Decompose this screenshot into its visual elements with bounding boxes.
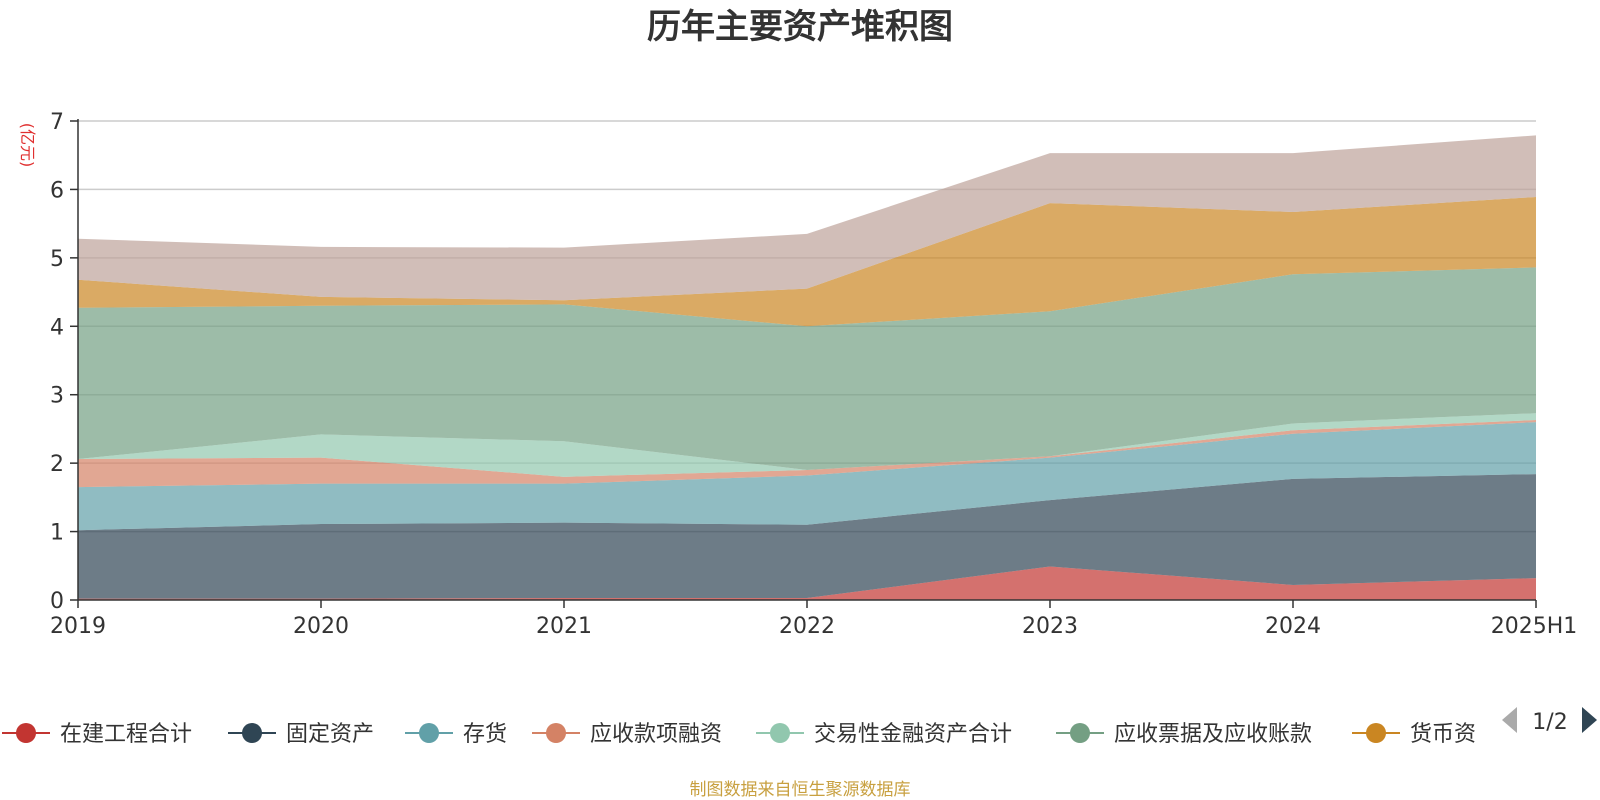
- y-tick-labels: 0 1 2 3 4 5 6 7: [50, 110, 64, 614]
- y-tick-label: 4: [50, 315, 64, 340]
- legend-item[interactable]: 存货: [405, 722, 507, 747]
- x-tick-label: 2021: [536, 614, 592, 639]
- y-tick-label: 2: [50, 452, 64, 477]
- axes: [70, 119, 1537, 608]
- legend-marker-icon: [419, 723, 439, 743]
- x-tick-label: 2020: [293, 614, 349, 639]
- x-tick-label: 2022: [779, 614, 835, 639]
- x-tick-label: 2025H1: [1491, 614, 1578, 639]
- legend-label: 交易性金融资产合计: [814, 722, 1012, 747]
- legend-marker-icon: [546, 723, 566, 743]
- y-tick-label: 7: [50, 110, 64, 135]
- legend-page-indicator: 1/2: [1532, 710, 1567, 735]
- y-tick-label: 0: [50, 589, 64, 614]
- area-series-3: [78, 420, 1536, 488]
- data-source-note: 制图数据来自恒生聚源数据库: [690, 780, 911, 800]
- legend-item[interactable]: 应收款项融资: [532, 722, 722, 747]
- legend-marker-icon: [242, 723, 262, 743]
- area-series-0: [78, 566, 1536, 600]
- y-tick-label: 5: [50, 247, 64, 272]
- y-axis-unit: (亿元): [18, 123, 37, 168]
- area-series-4: [78, 413, 1536, 477]
- x-tick-label: 2024: [1265, 614, 1321, 639]
- x-tick-labels: 2019 2020 2021 2022 2023 2024 2025H1: [50, 614, 1577, 639]
- legend-item[interactable]: 货币资: [1352, 722, 1476, 747]
- legend-label: 在建工程合计: [60, 722, 192, 747]
- legend-label: 应收款项融资: [590, 722, 722, 747]
- y-tick-label: 6: [50, 178, 64, 203]
- legend-item[interactable]: 应收票据及应收账款: [1056, 722, 1312, 747]
- x-tick-label: 2019: [50, 614, 106, 639]
- area-series-5: [78, 267, 1536, 470]
- y-tick-label: 1: [50, 521, 64, 546]
- legend-pager: 1/2: [1502, 707, 1597, 735]
- stacked-areas: [78, 135, 1536, 600]
- legend-next-page-icon[interactable]: [1582, 707, 1597, 733]
- area-series-2: [78, 422, 1536, 531]
- legend-label: 存货: [463, 722, 507, 747]
- legend-item[interactable]: 在建工程合计: [2, 722, 192, 747]
- legend-item[interactable]: 交易性金融资产合计: [756, 722, 1012, 747]
- chart-title: 历年主要资产堆积图: [647, 7, 953, 47]
- legend-label: 应收票据及应收账款: [1114, 722, 1312, 747]
- legend-marker-icon: [16, 723, 36, 743]
- legend-label: 固定资产: [286, 722, 374, 747]
- legend-item[interactable]: 固定资产: [228, 722, 374, 747]
- legend: 在建工程合计 固定资产 存货 应收款项融资 交易性金融资产合计 应收票据及应收账款 货币资: [2, 722, 1476, 747]
- y-tick-label: 3: [50, 384, 64, 409]
- area-series-1: [78, 474, 1536, 599]
- legend-marker-icon: [1070, 723, 1090, 743]
- legend-marker-icon: [1366, 723, 1386, 743]
- legend-label: 货币资: [1410, 722, 1476, 747]
- legend-marker-icon: [770, 723, 790, 743]
- legend-prev-page-icon[interactable]: [1502, 707, 1517, 733]
- area-series-6: [78, 196, 1536, 327]
- x-tick-label: 2023: [1022, 614, 1078, 639]
- area-series-7: [78, 135, 1536, 301]
